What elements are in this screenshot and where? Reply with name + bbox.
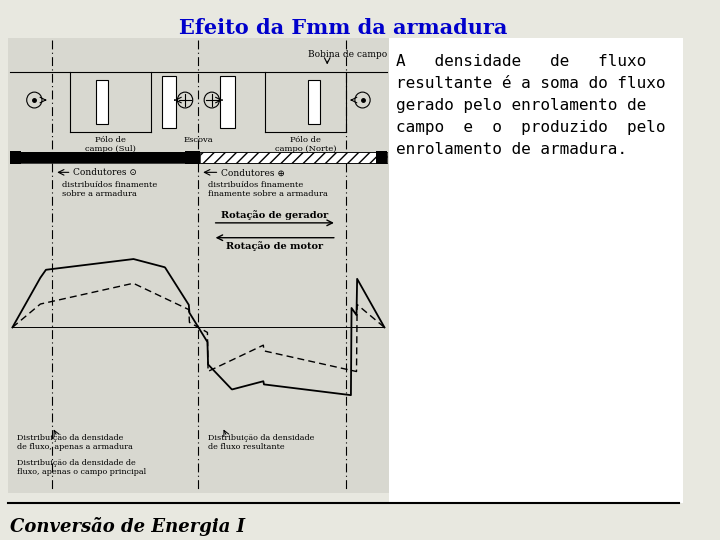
Text: Condutores ⊙: Condutores ⊙	[73, 168, 138, 177]
Text: Condutores ⊕: Condutores ⊕	[221, 168, 285, 177]
Bar	[162, 76, 176, 128]
Bar	[9, 151, 21, 164]
Text: Pólo de
campo (Norte): Pólo de campo (Norte)	[275, 136, 336, 153]
Bar	[8, 38, 390, 493]
Text: distribuídos finamente
finamente sobre a armadura: distribuídos finamente finamente sobre a…	[208, 181, 328, 199]
Bar	[96, 80, 108, 124]
Bar	[200, 152, 387, 164]
Bar	[185, 151, 200, 164]
Bar	[308, 80, 320, 124]
Text: Bobina de campo: Bobina de campo	[308, 50, 387, 58]
Text: gerado pelo enrolamento de: gerado pelo enrolamento de	[396, 98, 646, 113]
Text: Rotação de motor: Rotação de motor	[226, 241, 323, 251]
Text: Efeito da Fmm da armadura: Efeito da Fmm da armadura	[179, 18, 508, 38]
Text: Rotação de gerador: Rotação de gerador	[221, 210, 328, 220]
Bar	[9, 152, 197, 164]
Bar	[220, 76, 235, 128]
Text: campo  e  o  produzido  pelo: campo e o produzido pelo	[396, 120, 665, 135]
Bar	[390, 38, 683, 503]
Text: distribuídos finamente
sobre a armadura: distribuídos finamente sobre a armadura	[62, 181, 157, 199]
Text: A   densidade   de   fluxo: A densidade de fluxo	[396, 55, 646, 70]
Text: Distribuição da densidade
de fluxo, apenas a armadura: Distribuição da densidade de fluxo, apen…	[17, 434, 133, 451]
Text: resultante é a soma do fluxo: resultante é a soma do fluxo	[396, 76, 665, 91]
Text: Escova: Escova	[184, 136, 213, 144]
Bar	[376, 151, 387, 164]
Text: Distribuição da densidade de
fluxo, apenas o campo principal: Distribuição da densidade de fluxo, apen…	[17, 458, 146, 476]
Text: enrolamento de armadura.: enrolamento de armadura.	[396, 141, 627, 157]
Text: Pólo de
campo (Sul): Pólo de campo (Sul)	[85, 136, 135, 153]
Text: Distribuição da densidade
de fluxo resultante: Distribuição da densidade de fluxo resul…	[208, 434, 315, 451]
Text: Conversão de Energia I: Conversão de Energia I	[9, 517, 245, 536]
